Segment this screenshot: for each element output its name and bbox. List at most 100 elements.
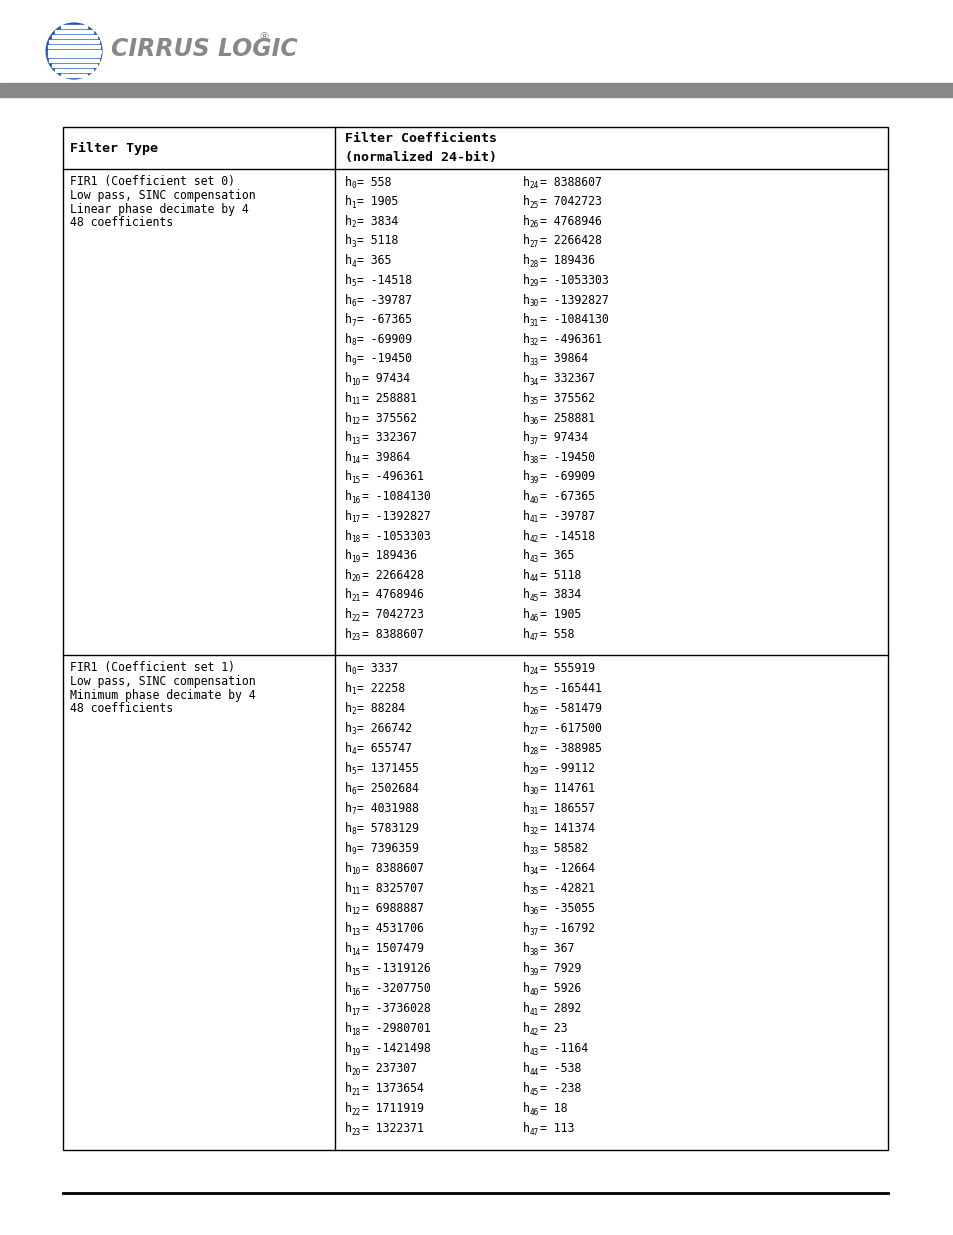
- Text: = 5118: = 5118: [540, 569, 581, 582]
- Text: = -1392827: = -1392827: [362, 510, 431, 522]
- Text: = 8325707: = 8325707: [362, 882, 424, 895]
- Text: 36: 36: [529, 908, 538, 916]
- Text: 42: 42: [529, 535, 538, 543]
- Text: = 8388607: = 8388607: [540, 175, 601, 189]
- Text: h: h: [345, 431, 352, 445]
- Text: h: h: [345, 862, 352, 874]
- Text: 40: 40: [529, 988, 538, 997]
- Text: h: h: [345, 235, 352, 247]
- Text: 31: 31: [529, 319, 538, 327]
- Text: h: h: [522, 294, 529, 306]
- Text: 26: 26: [529, 220, 538, 230]
- Text: h: h: [522, 1082, 529, 1095]
- Text: = -1053303: = -1053303: [362, 530, 431, 542]
- Text: = 4031988: = 4031988: [357, 802, 419, 815]
- Text: = 558: = 558: [540, 627, 575, 641]
- Text: = -1319126: = -1319126: [362, 962, 431, 976]
- Text: 15: 15: [351, 968, 360, 977]
- Text: 26: 26: [529, 708, 538, 716]
- Text: 41: 41: [529, 1008, 538, 1016]
- Text: 17: 17: [351, 515, 360, 525]
- Text: 5: 5: [351, 767, 355, 777]
- Text: h: h: [345, 372, 352, 385]
- Bar: [55, 69, 92, 72]
- Text: CIRRUS LOGIC: CIRRUS LOGIC: [111, 37, 297, 61]
- Text: h: h: [522, 782, 529, 795]
- Text: 21: 21: [351, 1088, 360, 1097]
- Bar: [50, 59, 99, 62]
- Text: h: h: [522, 589, 529, 601]
- Text: h: h: [345, 682, 352, 694]
- Text: = -12664: = -12664: [540, 862, 595, 874]
- Text: = -581479: = -581479: [540, 701, 601, 715]
- Text: h: h: [345, 274, 352, 287]
- Text: = 1371455: = 1371455: [357, 762, 419, 774]
- Text: = 23: = 23: [540, 1023, 567, 1035]
- Text: = 1905: = 1905: [357, 195, 398, 209]
- Text: h: h: [522, 391, 529, 405]
- Text: 47: 47: [529, 1128, 538, 1137]
- Text: h: h: [345, 411, 352, 425]
- Text: h: h: [522, 215, 529, 227]
- Text: 38: 38: [529, 457, 538, 466]
- Bar: [61, 74, 87, 77]
- Text: 5: 5: [351, 279, 355, 288]
- Text: Minimum phase decimate by 4: Minimum phase decimate by 4: [70, 688, 255, 701]
- Text: h: h: [522, 431, 529, 445]
- Text: h: h: [522, 902, 529, 915]
- Text: 6: 6: [351, 299, 355, 308]
- Text: = 555919: = 555919: [540, 662, 595, 674]
- Text: = 655747: = 655747: [357, 742, 412, 755]
- Text: Filter Type: Filter Type: [70, 142, 158, 154]
- Text: = -3736028: = -3736028: [362, 1003, 431, 1015]
- Text: h: h: [522, 942, 529, 955]
- Text: h: h: [345, 923, 352, 935]
- Text: 11: 11: [351, 398, 360, 406]
- Text: h: h: [522, 802, 529, 815]
- Bar: [48, 44, 100, 48]
- Text: = -16792: = -16792: [540, 923, 595, 935]
- Text: h: h: [522, 1103, 529, 1115]
- Text: = 1507479: = 1507479: [362, 942, 424, 955]
- Text: = 332367: = 332367: [540, 372, 595, 385]
- Text: 13: 13: [351, 437, 360, 446]
- Text: h: h: [522, 662, 529, 674]
- Text: = 22258: = 22258: [357, 682, 405, 694]
- Text: h: h: [522, 762, 529, 774]
- Text: 45: 45: [529, 1088, 538, 1097]
- Text: = 266742: = 266742: [357, 721, 412, 735]
- Text: = 375562: = 375562: [540, 391, 595, 405]
- Text: 35: 35: [529, 398, 538, 406]
- Text: 23: 23: [351, 634, 360, 642]
- Bar: [51, 64, 96, 67]
- Text: h: h: [345, 294, 352, 306]
- Text: = 367: = 367: [540, 942, 575, 955]
- Text: = -19450: = -19450: [540, 451, 595, 464]
- Text: 24: 24: [529, 667, 538, 676]
- Text: 15: 15: [351, 475, 360, 485]
- Text: = 2266428: = 2266428: [540, 235, 601, 247]
- Text: 30: 30: [529, 787, 538, 797]
- Text: h: h: [345, 490, 352, 503]
- Text: h: h: [345, 175, 352, 189]
- Text: = 7396359: = 7396359: [357, 842, 419, 855]
- Text: = 332367: = 332367: [362, 431, 417, 445]
- Text: 6: 6: [351, 787, 355, 797]
- Text: h: h: [345, 1123, 352, 1135]
- Text: h: h: [522, 569, 529, 582]
- Text: 27: 27: [529, 240, 538, 249]
- Text: = -388985: = -388985: [540, 742, 601, 755]
- Text: = 258881: = 258881: [540, 411, 595, 425]
- Text: = 375562: = 375562: [362, 411, 417, 425]
- Text: Low pass, SINC compensation: Low pass, SINC compensation: [70, 676, 255, 688]
- Text: h: h: [522, 254, 529, 267]
- Text: = -99112: = -99112: [540, 762, 595, 774]
- Text: h: h: [522, 923, 529, 935]
- Text: h: h: [345, 842, 352, 855]
- Text: h: h: [522, 721, 529, 735]
- Text: h: h: [345, 882, 352, 895]
- Text: 3: 3: [351, 727, 355, 736]
- Text: = -14518: = -14518: [540, 530, 595, 542]
- Text: Low pass, SINC compensation: Low pass, SINC compensation: [70, 189, 255, 203]
- Text: 41: 41: [529, 515, 538, 525]
